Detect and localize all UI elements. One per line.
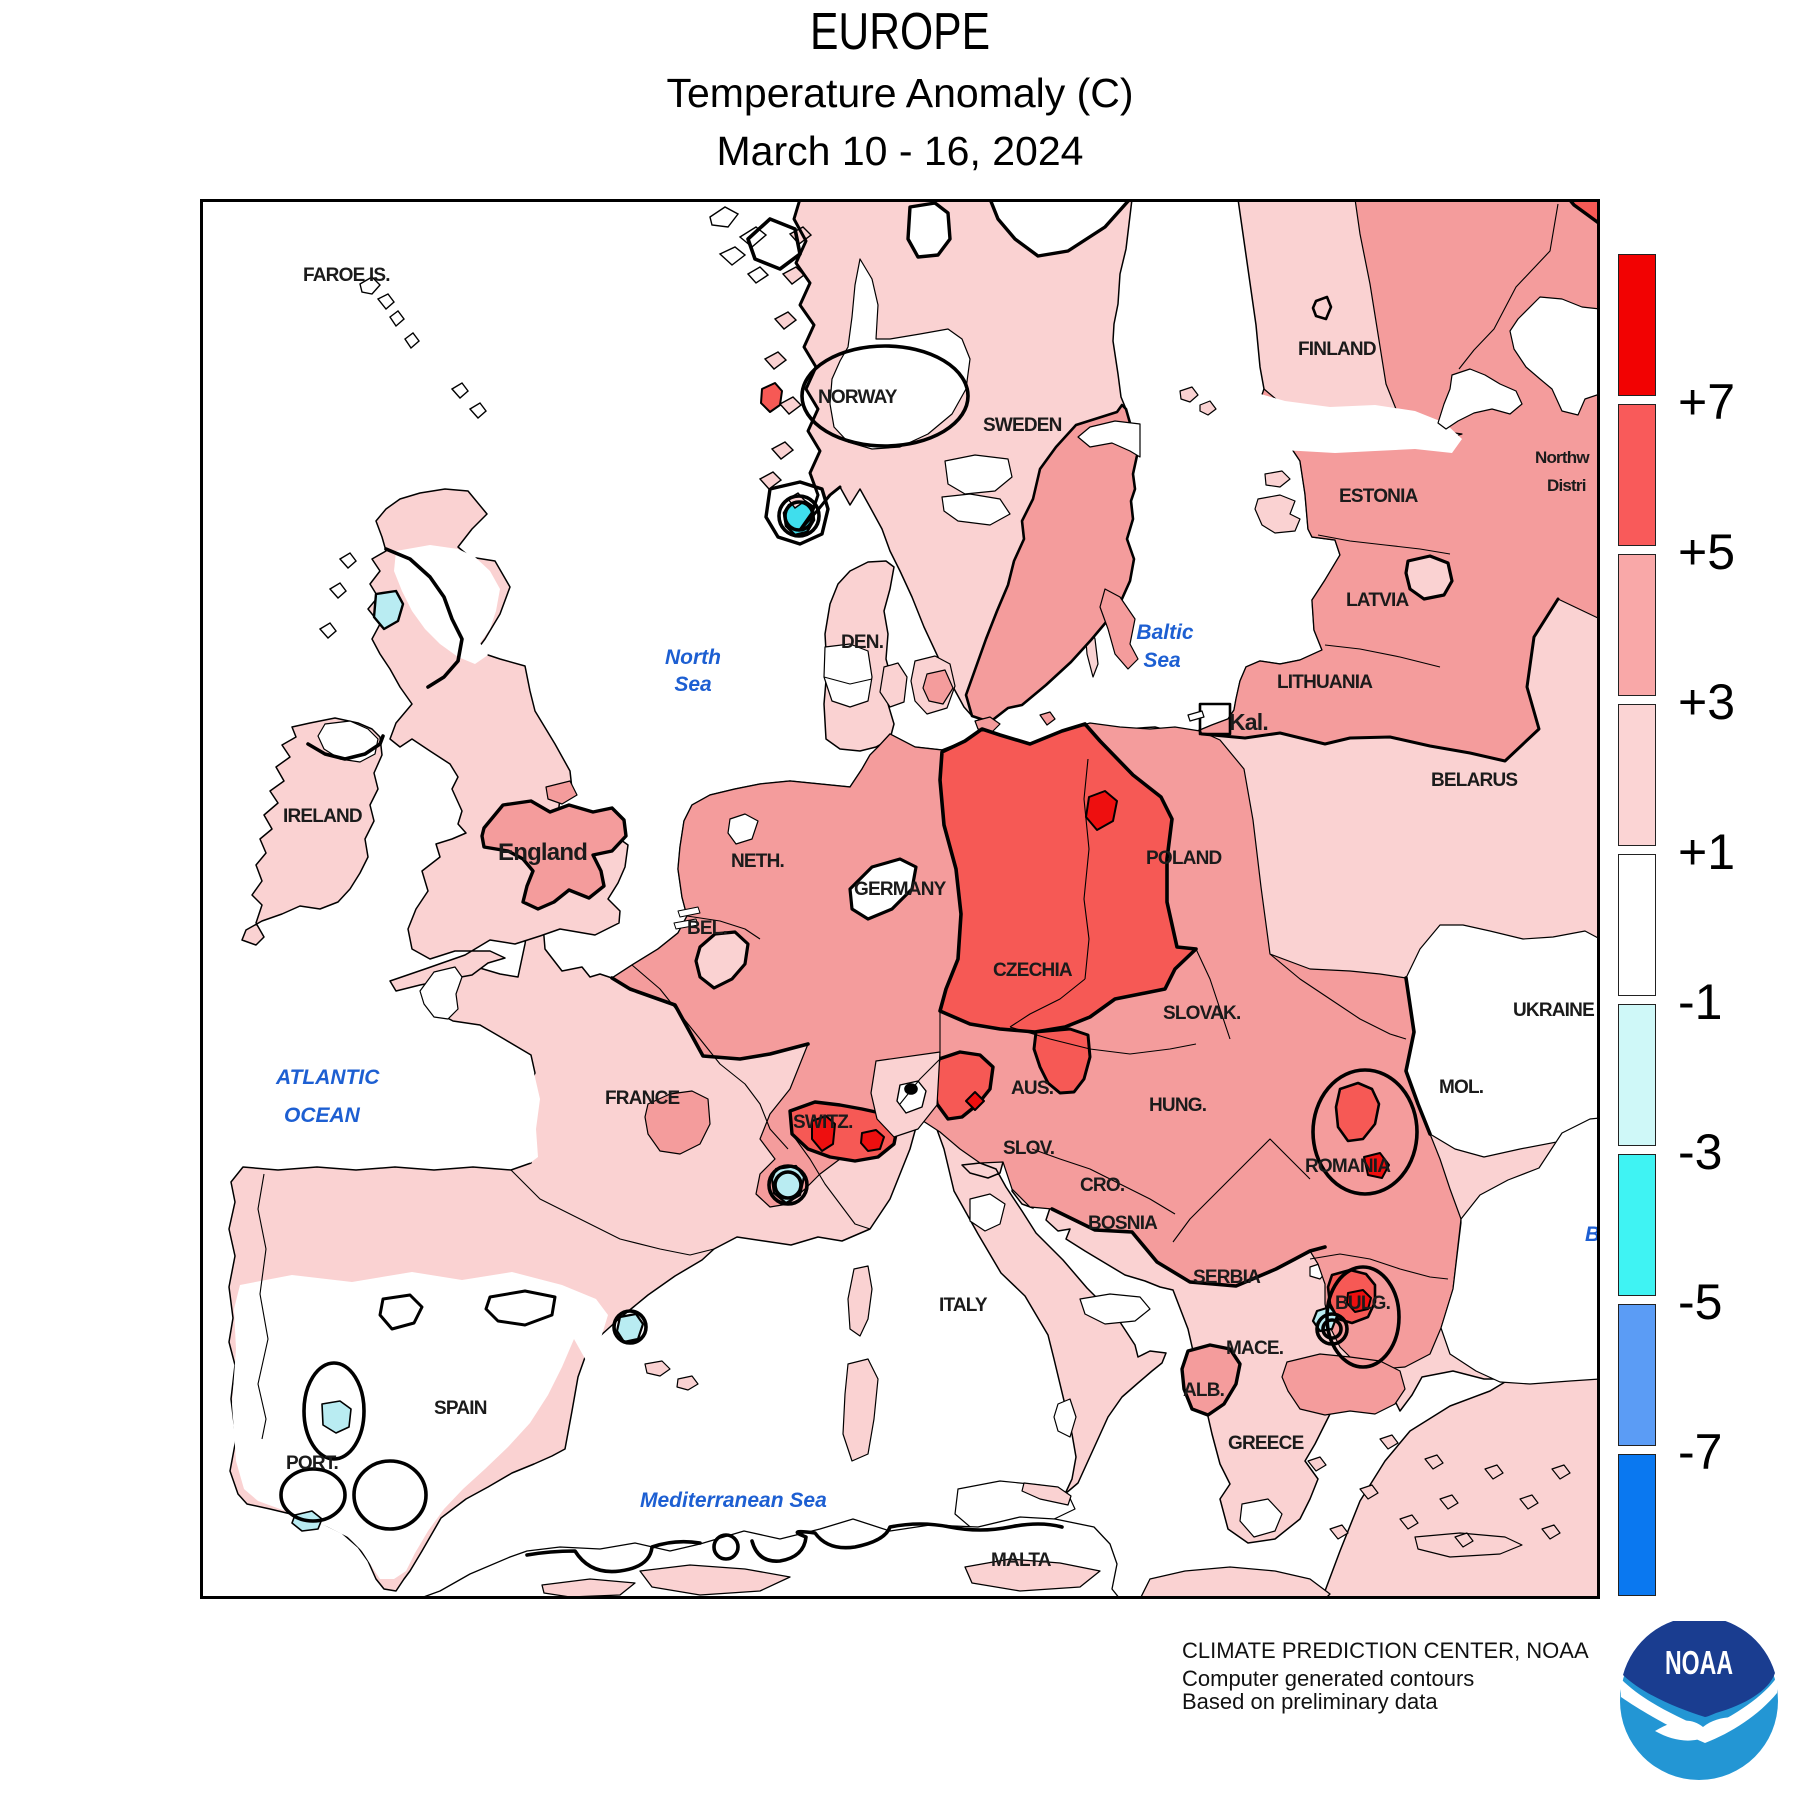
svg-text:HUNG.: HUNG. — [1149, 1095, 1206, 1116]
svg-text:Distri: Distri — [1547, 476, 1586, 495]
svg-text:FINLAND: FINLAND — [1298, 339, 1376, 360]
svg-text:FAROE IS.: FAROE IS. — [303, 265, 390, 286]
svg-text:England: England — [498, 839, 587, 866]
svg-text:BELARUS: BELARUS — [1431, 770, 1517, 791]
svg-text:SWITZ.: SWITZ. — [793, 1112, 853, 1133]
svg-text:Northw: Northw — [1535, 448, 1590, 467]
svg-text:SLOV.: SLOV. — [1003, 1138, 1054, 1159]
svg-text:SPAIN: SPAIN — [434, 1398, 487, 1419]
svg-text:CRO.: CRO. — [1080, 1175, 1124, 1196]
svg-text:Mediterranean Sea: Mediterranean Sea — [640, 1489, 827, 1512]
svg-text:SWEDEN: SWEDEN — [983, 415, 1062, 436]
svg-text:SERBIA: SERBIA — [1193, 1267, 1261, 1288]
svg-text:ALB.: ALB. — [1183, 1380, 1224, 1401]
svg-text:ESTONIA: ESTONIA — [1339, 486, 1419, 507]
svg-text:BULG.: BULG. — [1335, 1293, 1390, 1314]
svg-text:POLAND: POLAND — [1146, 848, 1222, 869]
svg-text:Sea: Sea — [674, 673, 712, 696]
svg-text:B: B — [1585, 1223, 1600, 1246]
svg-text:GREECE: GREECE — [1228, 1433, 1304, 1454]
svg-text:North: North — [665, 646, 721, 669]
svg-text:LATVIA: LATVIA — [1346, 590, 1409, 611]
svg-text:NOAA: NOAA — [1665, 1644, 1733, 1681]
svg-text:UKRAINE: UKRAINE — [1513, 1000, 1594, 1021]
svg-text:ROMANIA: ROMANIA — [1305, 1156, 1391, 1177]
svg-text:IRELAND: IRELAND — [283, 806, 362, 827]
svg-text:MACE.: MACE. — [1226, 1338, 1283, 1359]
svg-text:Sea: Sea — [1143, 649, 1181, 672]
svg-text:AUS.: AUS. — [1011, 1078, 1053, 1099]
svg-text:MOL.: MOL. — [1439, 1077, 1483, 1098]
svg-text:LITHUANIA: LITHUANIA — [1277, 672, 1373, 693]
svg-text:NETH.: NETH. — [731, 851, 784, 872]
svg-text:CZECHIA: CZECHIA — [993, 960, 1073, 981]
svg-text:MALTA: MALTA — [991, 1550, 1052, 1571]
svg-text:NORWAY: NORWAY — [818, 387, 898, 408]
svg-text:SLOVAK.: SLOVAK. — [1163, 1003, 1240, 1024]
svg-text:Kal.: Kal. — [1229, 709, 1268, 735]
svg-text:PORT.: PORT. — [286, 1453, 338, 1474]
svg-text:BOSNIA: BOSNIA — [1088, 1213, 1158, 1234]
svg-text:Baltic: Baltic — [1136, 621, 1194, 644]
svg-text:OCEAN: OCEAN — [284, 1104, 361, 1127]
svg-text:DEN.: DEN. — [841, 632, 883, 653]
svg-text:ITALY: ITALY — [939, 1295, 988, 1316]
svg-text:GERMANY: GERMANY — [854, 879, 947, 900]
svg-text:ATLANTIC: ATLANTIC — [275, 1066, 380, 1089]
svg-text:BEL.: BEL. — [687, 918, 727, 939]
svg-text:FRANCE: FRANCE — [605, 1088, 679, 1109]
